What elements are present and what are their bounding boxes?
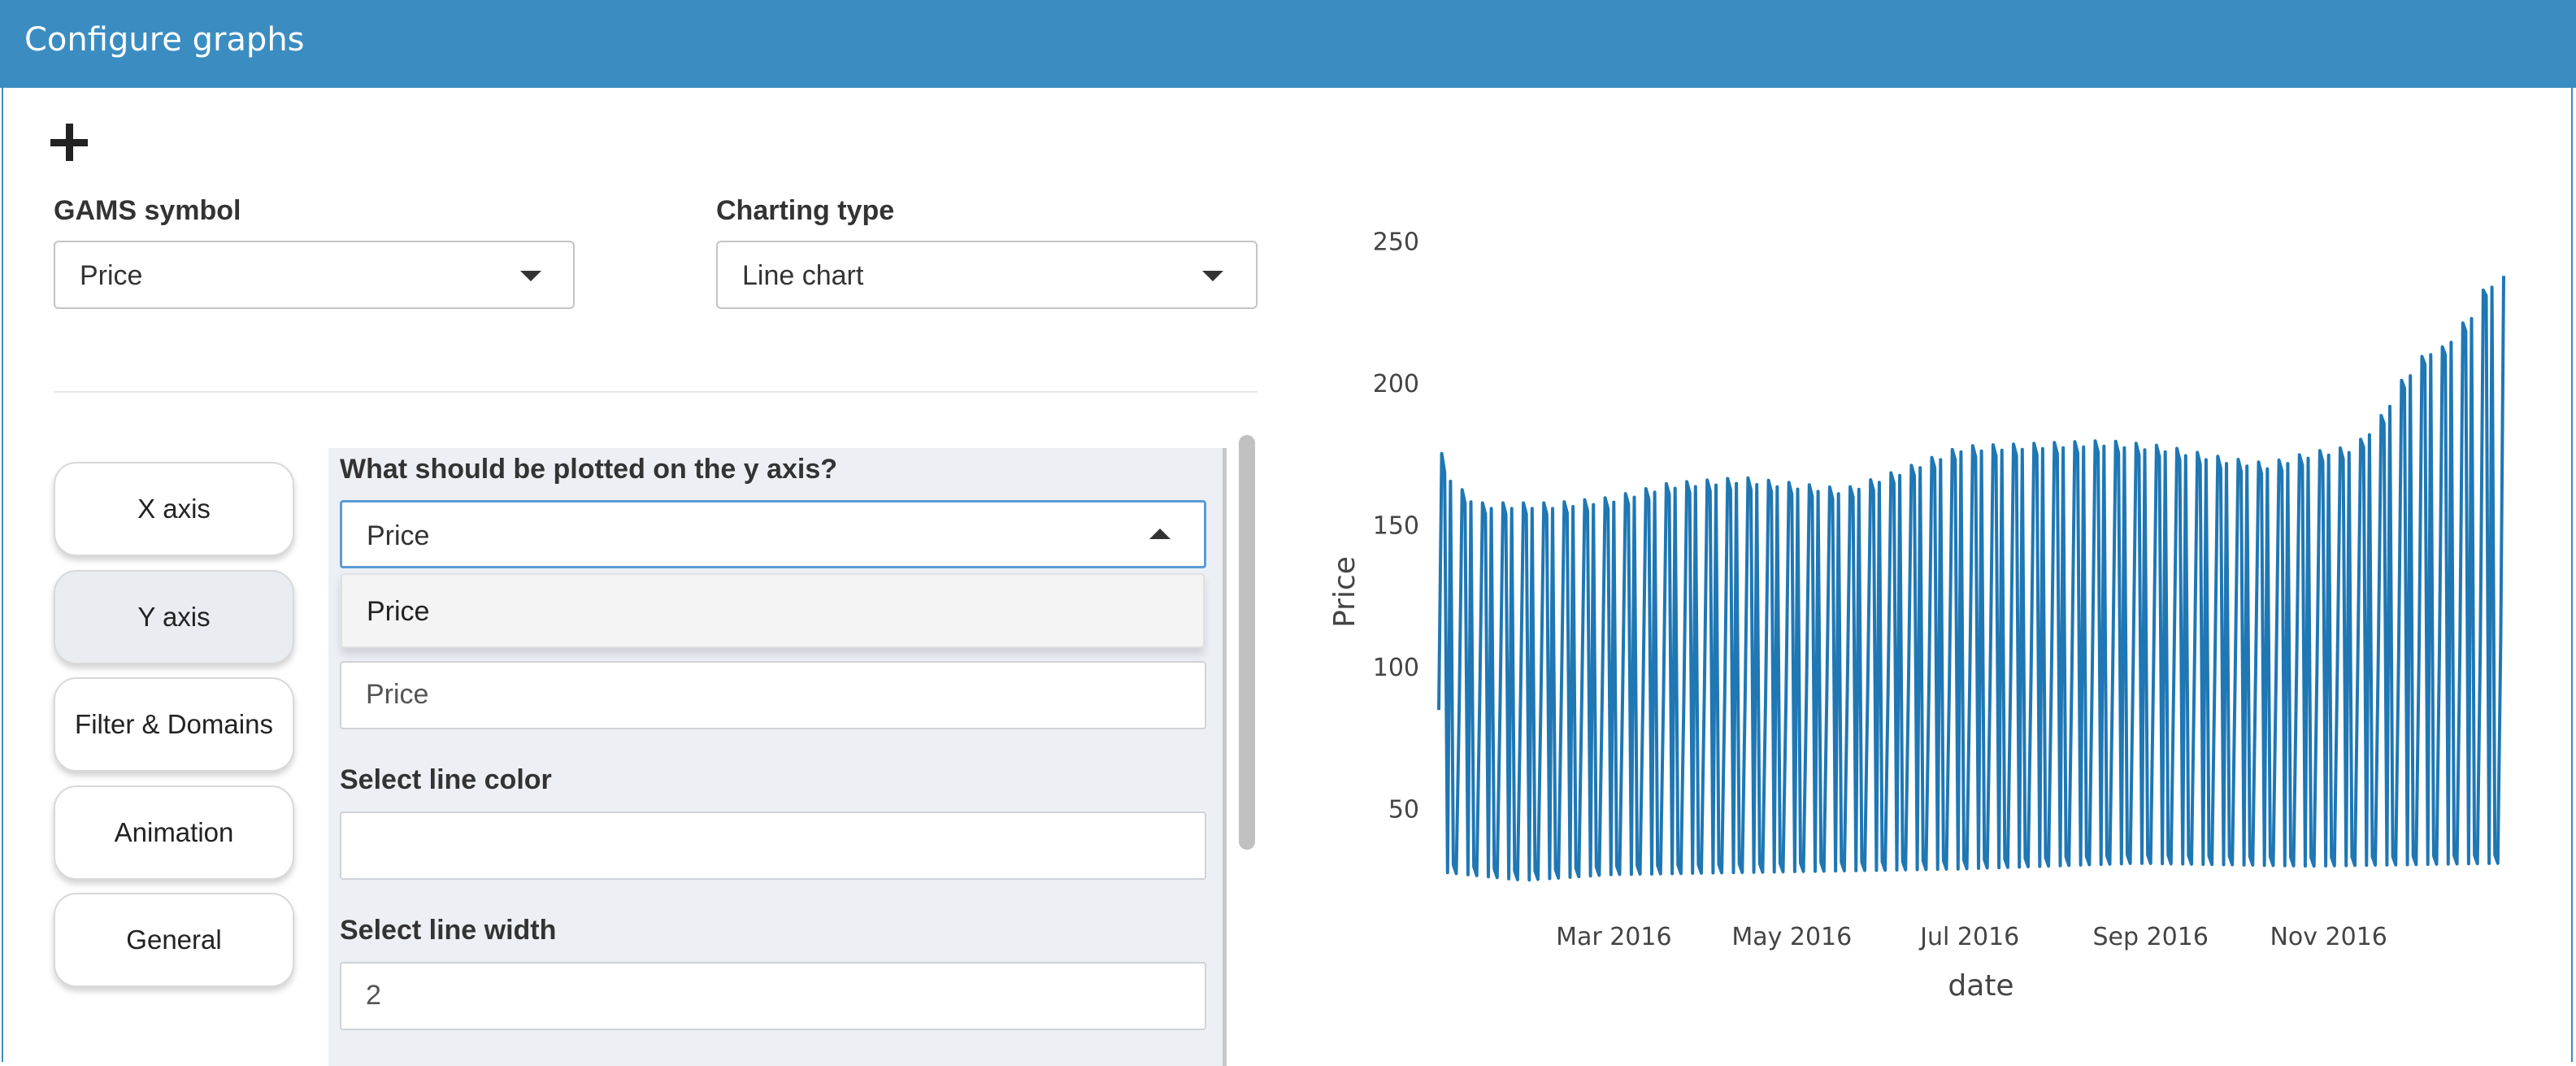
line-width-label: Select line width [340, 915, 557, 946]
line-width-input[interactable]: 2 [340, 962, 1206, 1030]
y-tick-label: 250 [1373, 228, 1419, 256]
panel-scrollbar-thumb[interactable] [1239, 435, 1255, 850]
charting-type-select[interactable]: Line chart [716, 241, 1258, 309]
gams-symbol-label: GAMS symbol [54, 195, 241, 226]
y-axis-question-label: What should be plotted on the y axis? [340, 454, 838, 485]
y-tick-label: 50 [1388, 795, 1419, 824]
line-color-input[interactable] [340, 811, 1206, 880]
y-axis-select-value: Price [367, 520, 430, 551]
x-tick-label: Nov 2016 [2270, 923, 2387, 951]
x-tick-label: Mar 2016 [1556, 923, 1672, 951]
x-tick-label: Jul 2016 [1918, 923, 2019, 951]
page-header: Configure graphs [0, 0, 2576, 88]
y-axis-ticks: 50 100 150 200 250 [1373, 228, 1419, 824]
gams-symbol-value: Price [80, 260, 143, 291]
plot-area [1437, 276, 2505, 882]
tab-general[interactable]: General [54, 893, 294, 987]
series-label-input[interactable]: Price [340, 661, 1206, 729]
line-color-label: Select line color [340, 764, 552, 795]
chevron-down-icon [520, 271, 541, 281]
tab-x-axis[interactable]: X axis [54, 462, 294, 556]
charting-type-label: Charting type [716, 195, 895, 226]
chevron-down-icon [1202, 271, 1223, 281]
dropdown-option-price[interactable]: Price [367, 596, 430, 627]
chevron-up-icon [1149, 529, 1171, 539]
price-series-line[interactable] [1437, 276, 2505, 882]
y-tick-label: 200 [1373, 370, 1419, 398]
line-width-value: 2 [366, 980, 381, 1011]
tab-filter-domains[interactable]: Filter & Domains [54, 677, 294, 772]
y-axis-title: Price [1328, 556, 1362, 628]
y-tick-label: 100 [1373, 654, 1419, 682]
plus-icon[interactable] [50, 124, 88, 161]
tab-animation[interactable]: Animation [54, 785, 294, 880]
section-divider [54, 391, 1258, 393]
page-title: Configure graphs [24, 21, 305, 59]
y-axis-dropdown-menu: Price [341, 573, 1205, 648]
price-chart[interactable]: 50 100 150 200 250 Mar 2016 May 2016 Jul 2016 S… [1317, 211, 2536, 1016]
y-tick-label: 150 [1373, 511, 1419, 540]
x-tick-label: Sep 2016 [2093, 923, 2209, 951]
y-axis-select[interactable]: Price [340, 500, 1206, 568]
x-tick-label: May 2016 [1731, 923, 1852, 951]
gams-symbol-select[interactable]: Price [54, 241, 575, 309]
tab-y-axis[interactable]: Y axis [54, 570, 294, 664]
x-axis-title: date [1948, 969, 2013, 1003]
series-label-value: Price [366, 679, 429, 710]
charting-type-value: Line chart [742, 260, 864, 291]
x-axis-ticks: Mar 2016 May 2016 Jul 2016 Sep 2016 Nov 2016 [1556, 923, 2387, 951]
